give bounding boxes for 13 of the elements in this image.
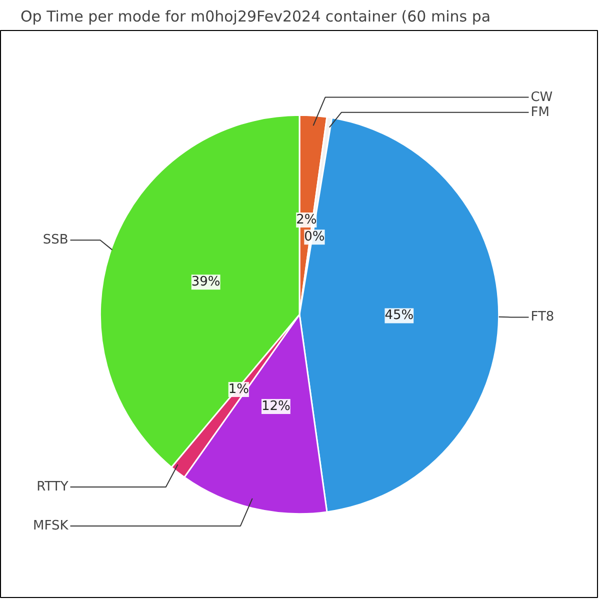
chart-title: Op Time per mode for m0hoj29Fev2024 container (60 mins pa — [20, 8, 491, 26]
slice-label: FM — [530, 104, 550, 120]
slice-label: CW — [530, 90, 553, 105]
data-label: 0% — [304, 230, 325, 245]
slice-label: RTTY — [36, 479, 68, 494]
data-label: 39% — [191, 274, 220, 290]
data-label: 45% — [384, 308, 414, 324]
slice-label: FT8 — [530, 310, 554, 325]
data-label: 12% — [261, 398, 290, 414]
slice-label: SSB — [42, 232, 68, 248]
data-label: 2% — [296, 212, 317, 228]
slice-label: MFSK — [33, 518, 69, 534]
data-label: 1% — [228, 382, 249, 397]
